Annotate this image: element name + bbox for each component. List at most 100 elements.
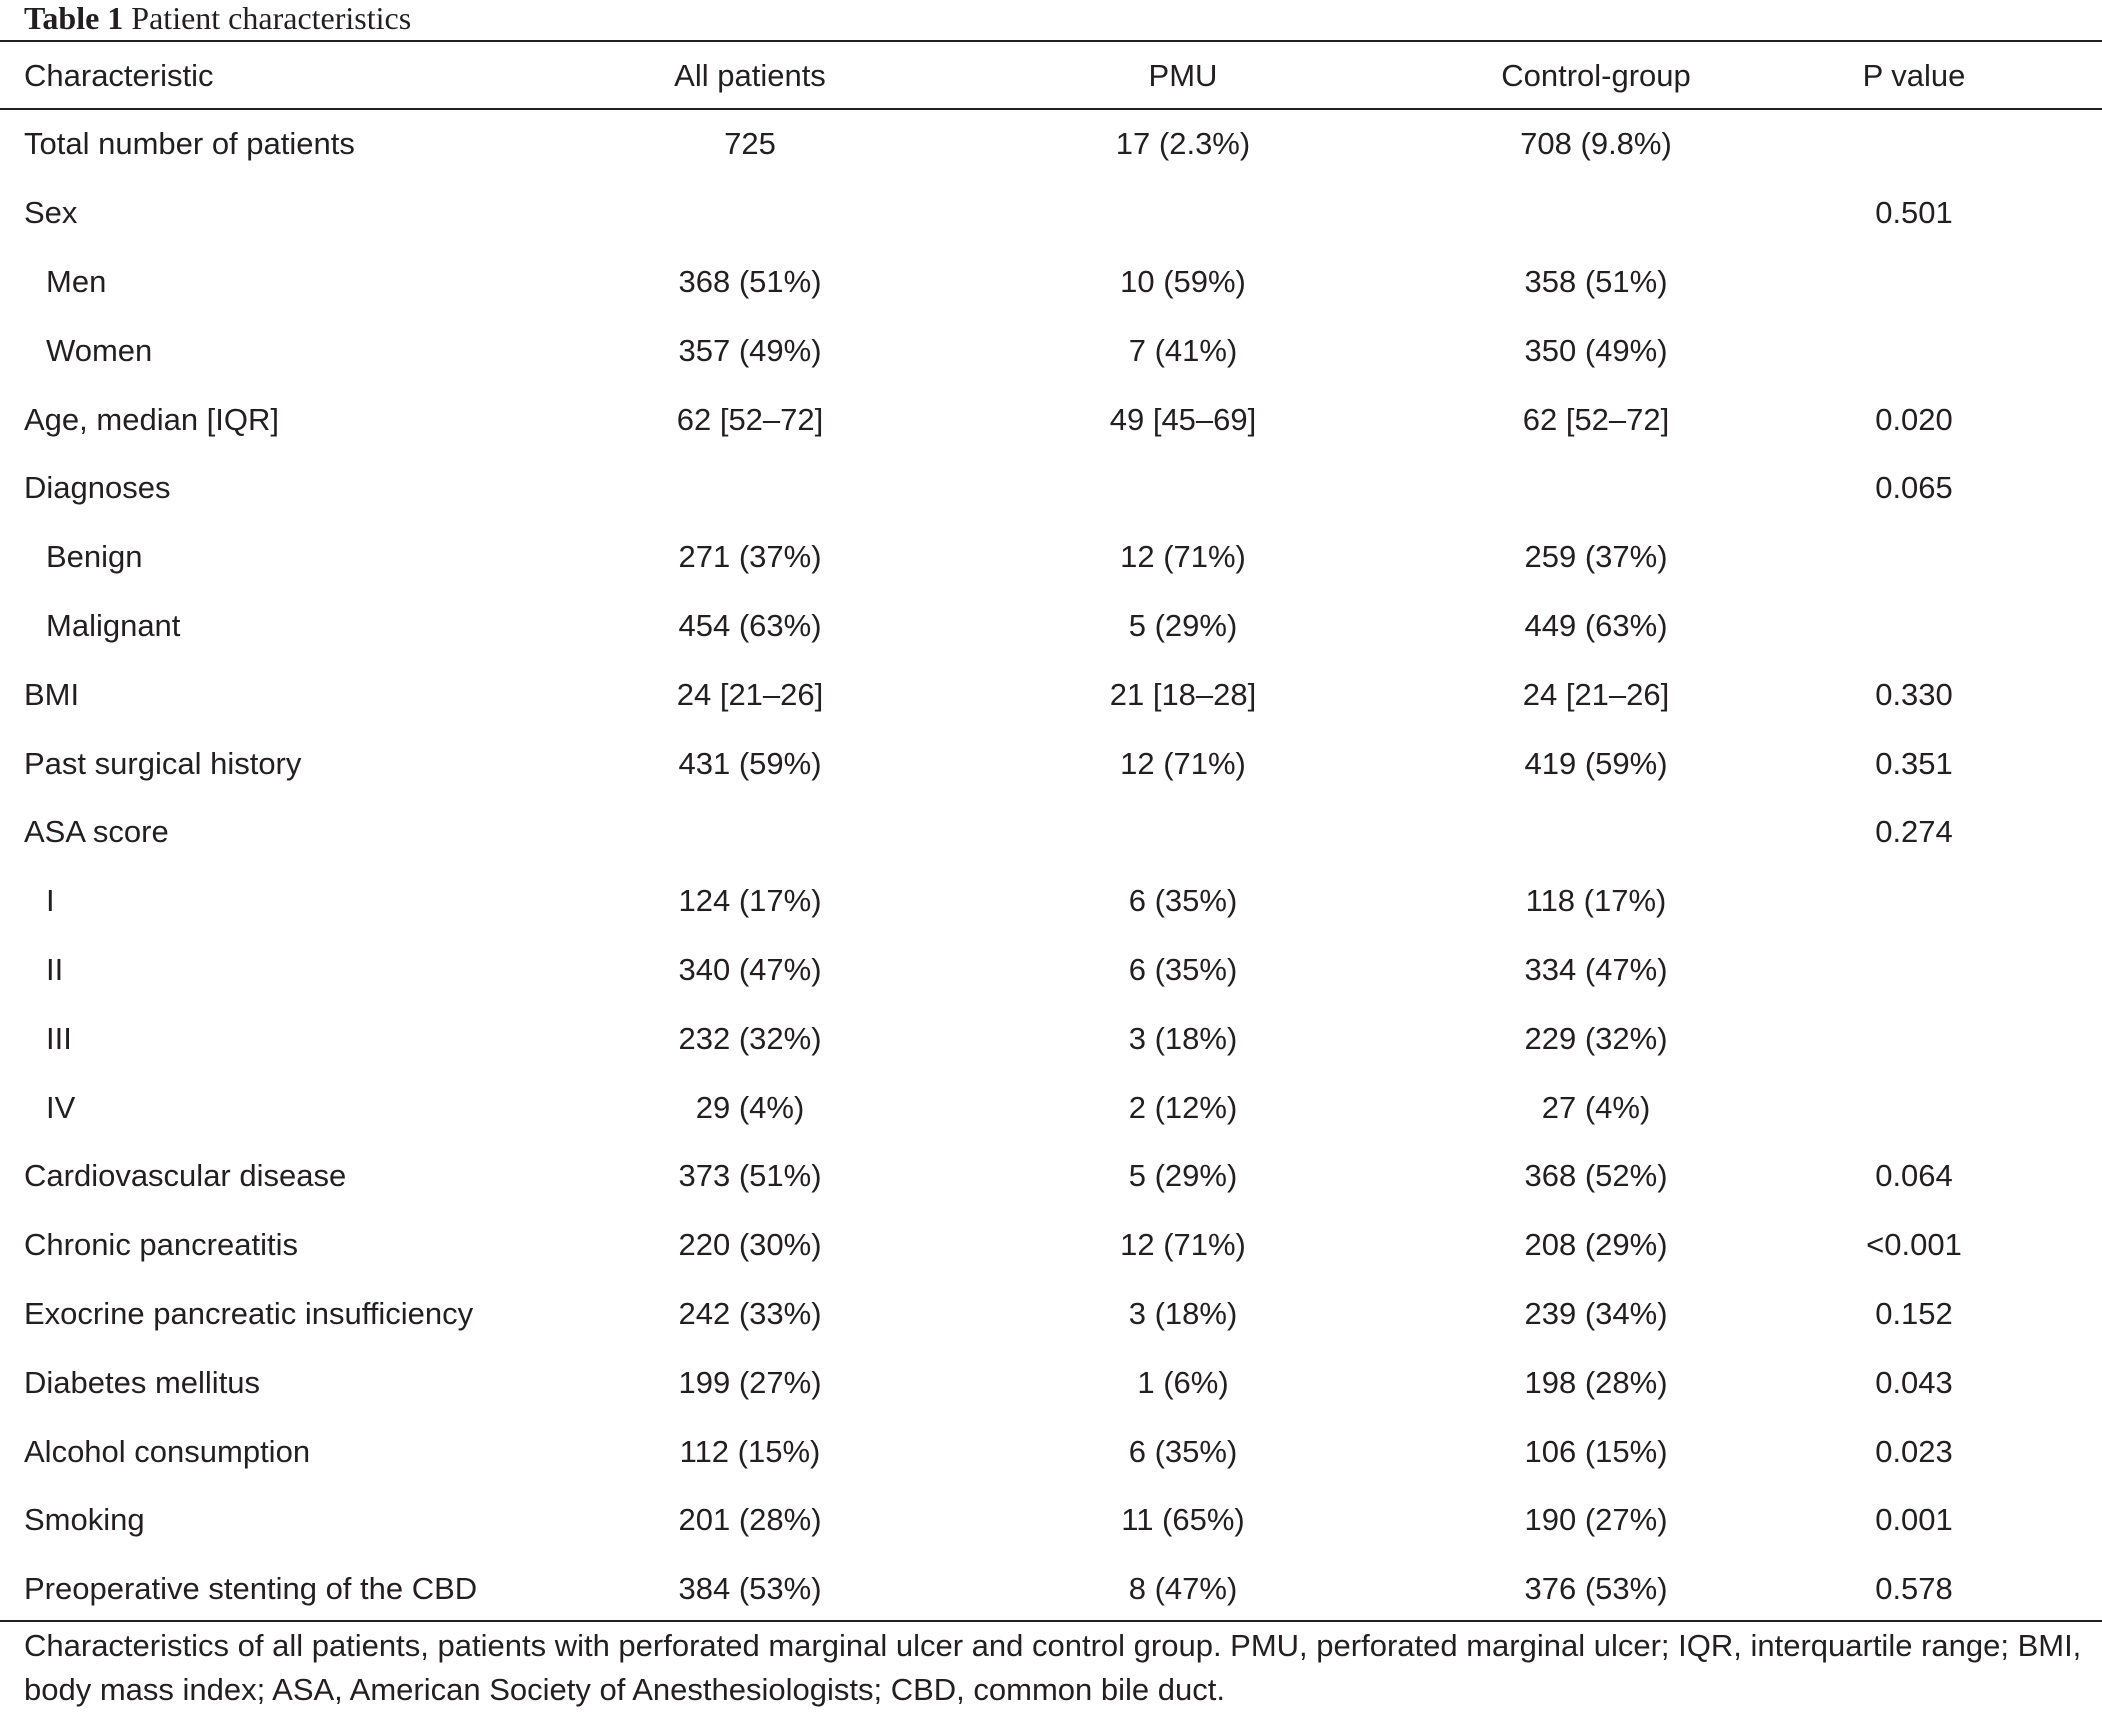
cell-control-group: 24 [21–26]: [1522, 676, 1670, 712]
cell-pmu: 7 (41%): [1128, 332, 1238, 368]
cell-characteristic: Cardiovascular disease: [24, 1158, 347, 1194]
cell-all-patients: 124 (17%): [678, 883, 822, 919]
cell-pmu: 2 (12%): [1128, 1089, 1238, 1125]
cell-all-patients: 357 (49%): [678, 332, 822, 368]
cell-pmu: [900, 454, 1466, 523]
cell-all-patients: [600, 798, 900, 867]
cell-control-group: 106 (15%): [1524, 1433, 1668, 1469]
cell-control-group: 190 (27%): [1524, 1502, 1668, 1538]
cell-all-patients: 220 (30%): [678, 1227, 822, 1263]
cell-p-value: [1726, 110, 2102, 179]
cell-pmu: 21 [18–28]: [1109, 676, 1257, 712]
table-row: Preoperative stenting of the CBD 384 (53%…: [0, 1555, 2102, 1624]
cell-all-patients: 24 [21–26]: [676, 676, 824, 712]
cell-p-value: 0.501: [1875, 195, 1953, 231]
cell-characteristic: Alcohol consumption: [24, 1433, 311, 1469]
cell-characteristic: Past surgical history: [24, 745, 302, 781]
cell-characteristic: IV: [46, 1089, 76, 1125]
column-header-all-patients: All patients: [674, 58, 826, 93]
cell-p-value: 0.020: [1875, 401, 1953, 437]
cell-all-patients: 271 (37%): [678, 539, 822, 575]
cell-p-value: <0.001: [1866, 1227, 1962, 1263]
cell-characteristic: Smoking: [24, 1502, 145, 1538]
cell-control-group: 62 [52–72]: [1522, 401, 1670, 437]
table-row: Diagnoses 0.065: [0, 454, 2102, 523]
cell-control-group: 449 (63%): [1524, 607, 1668, 643]
cell-p-value: 0.064: [1875, 1158, 1953, 1194]
cell-all-patients: 725: [724, 126, 776, 162]
table-row: I 124 (17%) 6 (35%) 118 (17%): [0, 867, 2102, 936]
cell-control-group: 368 (52%): [1524, 1158, 1668, 1194]
cell-pmu: 6 (35%): [1128, 883, 1238, 919]
table-caption: Table 1 Patient characteristics: [24, 0, 411, 36]
cell-p-value: [1726, 1004, 2102, 1073]
cell-all-patients: 62 [52–72]: [676, 401, 824, 437]
header-rule: [0, 108, 2102, 110]
column-header-control-group: Control-group: [1501, 58, 1691, 93]
table-row: III 232 (32%) 3 (18%) 229 (32%): [0, 1004, 2102, 1073]
table-row: Smoking 201 (28%) 11 (65%) 190 (27%) 0.001: [0, 1486, 2102, 1555]
cell-all-patients: 29 (4%): [695, 1089, 805, 1125]
cell-pmu: 12 (71%): [1120, 745, 1246, 781]
cell-control-group: 708 (9.8%): [1520, 126, 1672, 162]
cell-characteristic: Total number of patients: [24, 126, 355, 162]
cell-pmu: 3 (18%): [1128, 1295, 1238, 1331]
table-number: Table 1: [24, 0, 124, 36]
cell-pmu: 6 (35%): [1128, 1433, 1238, 1469]
cell-pmu: 1 (6%): [1137, 1364, 1229, 1400]
cell-control-group: 198 (28%): [1524, 1364, 1668, 1400]
cell-pmu: 6 (35%): [1128, 951, 1238, 987]
table-row: Exocrine pancreatic insufficiency 242 (33…: [0, 1280, 2102, 1349]
cell-all-patients: 201 (28%): [678, 1502, 822, 1538]
cell-pmu: 11 (65%): [1121, 1502, 1245, 1538]
column-header-pmu: PMU: [1148, 58, 1218, 93]
cell-control-group: 27 (4%): [1541, 1089, 1651, 1125]
table-row: Past surgical history 431 (59%) 12 (71%) 41…: [0, 729, 2102, 798]
cell-p-value: 0.001: [1875, 1502, 1953, 1538]
cell-characteristic: I: [46, 883, 55, 919]
cell-all-patients: 384 (53%): [678, 1571, 822, 1607]
cell-control-group: 334 (47%): [1524, 951, 1668, 987]
table-row: Diabetes mellitus 199 (27%) 1 (6%) 198 (28%…: [0, 1348, 2102, 1417]
cell-pmu: 3 (18%): [1128, 1020, 1238, 1056]
cell-control-group: 208 (29%): [1524, 1227, 1668, 1263]
column-header-characteristic: Characteristic: [24, 58, 214, 93]
cell-p-value: 0.578: [1875, 1571, 1953, 1607]
cell-p-value: [1726, 867, 2102, 936]
cell-all-patients: 242 (33%): [678, 1295, 822, 1331]
table-footnote: Characteristics of all patients, patient…: [24, 1628, 2082, 1707]
cell-p-value: 0.330: [1875, 676, 1953, 712]
cell-p-value: [1726, 316, 2102, 385]
cell-characteristic: Chronic pancreatitis: [24, 1227, 298, 1263]
cell-characteristic: III: [46, 1020, 72, 1056]
cell-control-group: [1466, 454, 1726, 523]
cell-all-patients: 368 (51%): [678, 263, 822, 299]
table-row: II 340 (47%) 6 (35%) 334 (47%): [0, 936, 2102, 1005]
cell-p-value: [1726, 1073, 2102, 1142]
table-row: ASA score 0.274: [0, 798, 2102, 867]
cell-all-patients: [600, 454, 900, 523]
cell-characteristic: Preoperative stenting of the CBD: [24, 1571, 478, 1607]
table-row: Men 368 (51%) 10 (59%) 358 (51%): [0, 248, 2102, 317]
cell-pmu: [900, 798, 1466, 867]
cell-control-group: 229 (32%): [1524, 1020, 1668, 1056]
table-row: Alcohol consumption 112 (15%) 6 (35%) 106 (…: [0, 1417, 2102, 1486]
cell-pmu: 5 (29%): [1128, 607, 1238, 643]
cell-p-value: 0.023: [1875, 1433, 1953, 1469]
cell-pmu: 5 (29%): [1128, 1158, 1238, 1194]
cell-control-group: 118 (17%): [1525, 883, 1667, 919]
table-row: Chronic pancreatitis 220 (30%) 12 (71%) 208…: [0, 1211, 2102, 1280]
cell-pmu: 8 (47%): [1128, 1571, 1238, 1607]
cell-p-value: [1726, 936, 2102, 1005]
cell-all-patients: 454 (63%): [678, 607, 822, 643]
bottom-rule: [0, 1620, 2102, 1622]
cell-all-patients: 199 (27%): [678, 1364, 822, 1400]
cell-pmu: 12 (71%): [1120, 539, 1246, 575]
cell-all-patients: 340 (47%): [678, 951, 822, 987]
cell-characteristic: Diagnoses: [24, 470, 171, 506]
cell-characteristic: BMI: [24, 676, 80, 712]
cell-all-patients: 232 (32%): [678, 1020, 822, 1056]
cell-characteristic: II: [46, 951, 64, 987]
cell-control-group: [1466, 179, 1726, 248]
table-row: Sex 0.501: [0, 179, 2102, 248]
